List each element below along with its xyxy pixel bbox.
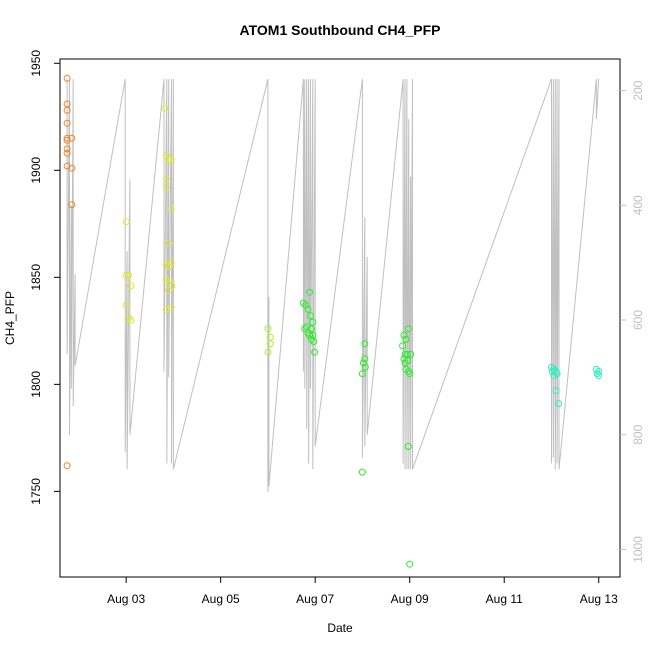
- data-point: [309, 318, 317, 326]
- y-axis-label: CH4_PFP: [3, 291, 17, 345]
- data-point: [304, 305, 312, 313]
- data-point: [555, 400, 563, 408]
- x-tick-label: Aug 09: [391, 592, 429, 606]
- data-point: [127, 282, 135, 290]
- data-point: [595, 372, 603, 380]
- y-axis-left: 1750 1800 1850 1900 1950: [29, 50, 60, 505]
- data-point: [63, 462, 71, 470]
- data-point: [358, 468, 366, 476]
- data-point: [592, 365, 600, 373]
- data-point: [401, 359, 409, 367]
- data-point: [63, 145, 71, 153]
- data-point: [553, 370, 561, 378]
- x-tick-label: Aug 03: [107, 592, 145, 606]
- data-point: [165, 156, 173, 164]
- data-point: [122, 271, 130, 279]
- data-point: [406, 560, 414, 568]
- data-point: [264, 325, 272, 333]
- x-tick-label: Aug 05: [202, 592, 240, 606]
- y2-tick-label: 400: [631, 195, 645, 215]
- data-point: [407, 350, 415, 358]
- chart-title: ATOM1 Southbound CH4_PFP: [240, 22, 441, 38]
- data-point: [361, 363, 369, 371]
- y-tick-label: 1900: [29, 157, 43, 184]
- data-point: [165, 263, 173, 271]
- y-tick-label: 1750: [29, 478, 43, 505]
- altitude-line-layer: [66, 78, 600, 493]
- data-point: [400, 331, 408, 339]
- data-point: [162, 175, 170, 183]
- data-point: [162, 305, 170, 313]
- data-point: [125, 271, 132, 279]
- data-point: [299, 299, 307, 307]
- data-point: [266, 340, 274, 348]
- data-point: [307, 325, 315, 333]
- data-point: [127, 316, 135, 324]
- data-point: [63, 119, 71, 127]
- data-point: [404, 325, 412, 333]
- data-point: [264, 348, 272, 356]
- y-tick-label: 1950: [29, 50, 43, 77]
- y-tick-label: 1800: [29, 371, 43, 398]
- data-point: [68, 201, 76, 209]
- data-point: [301, 325, 309, 333]
- data-point: [68, 134, 76, 142]
- data-point: [161, 104, 169, 112]
- data-point: [63, 74, 71, 82]
- y2-tick-label: 800: [631, 424, 645, 444]
- y2-tick-label: 1000: [631, 536, 645, 563]
- data-point: [306, 288, 313, 296]
- data-point: [162, 183, 170, 191]
- data-point: [358, 370, 366, 378]
- data-point: [306, 331, 313, 339]
- data-point: [400, 355, 408, 363]
- data-point: [168, 282, 176, 290]
- data-point: [548, 363, 555, 371]
- x-axis-label: Date: [327, 621, 353, 635]
- y2-tick-label: 200: [631, 80, 645, 100]
- data-point: [404, 442, 412, 450]
- y-axis-right: 200 400 600 800 1000: [620, 80, 645, 563]
- data-point: [361, 355, 369, 363]
- data-point: [311, 348, 319, 356]
- plot-frame: [59, 58, 621, 578]
- data-point: [167, 156, 175, 164]
- y-tick-label: 1850: [29, 264, 43, 291]
- data-point: [552, 387, 560, 395]
- data-point: [361, 340, 369, 348]
- x-tick-label: Aug 13: [580, 592, 618, 606]
- x-axis: Aug 03 Aug 05 Aug 07 Aug 09 Aug 11 Aug 13: [107, 577, 618, 606]
- data-point: [406, 370, 414, 378]
- data-point: [122, 218, 130, 226]
- x-tick-label: Aug 11: [486, 592, 523, 606]
- x-tick-label: Aug 07: [296, 592, 334, 606]
- data-point: [309, 331, 317, 339]
- data-point: [402, 335, 410, 343]
- data-point: [165, 286, 173, 294]
- data-point: [165, 239, 173, 247]
- data-point: [310, 338, 318, 345]
- data-point: [63, 149, 71, 157]
- y2-tick-label: 600: [631, 310, 645, 330]
- data-point: [359, 359, 367, 367]
- data-point: [167, 205, 175, 213]
- data-point: [63, 134, 71, 142]
- data-point: [399, 342, 407, 350]
- altitude-trace: [66, 78, 600, 493]
- data-point: [63, 106, 71, 114]
- data-point: [68, 164, 76, 172]
- data-points-layer: [63, 74, 603, 568]
- data-point: [122, 301, 130, 309]
- data-point: [307, 312, 314, 320]
